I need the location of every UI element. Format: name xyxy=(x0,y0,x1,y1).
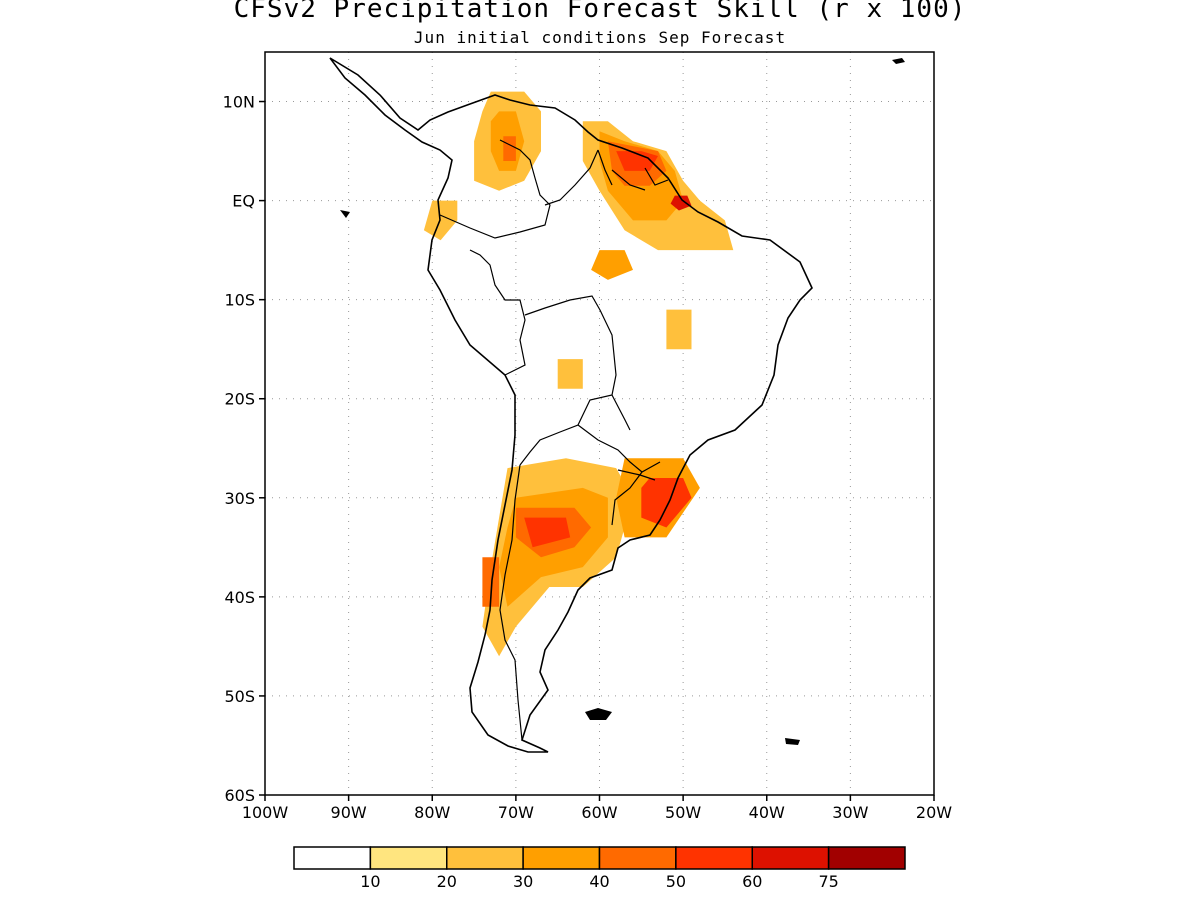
skill-region-central-amazon xyxy=(591,250,633,280)
legend-label: 60 xyxy=(742,872,762,891)
lon-tick-label: 90W xyxy=(331,803,367,822)
legend-swatch xyxy=(369,846,448,870)
legend-swatch xyxy=(827,846,906,870)
legend-swatch xyxy=(522,846,601,870)
lat-lon-grid xyxy=(265,52,934,795)
skill-region-south-chile xyxy=(482,557,500,607)
lat-tick-label: 60S xyxy=(224,786,255,805)
lon-tick-label: 50W xyxy=(665,803,701,822)
lat-tick-label: 40S xyxy=(224,588,255,607)
lon-tick-label: 70W xyxy=(498,803,534,822)
legend-swatch xyxy=(675,846,753,870)
country-borders xyxy=(439,139,669,741)
map-subtitle: Jun initial conditions Sep Forecast xyxy=(413,28,787,47)
lon-tick-label: 30W xyxy=(832,803,868,822)
legend-swatch xyxy=(446,846,524,870)
lon-tick-label: 100W xyxy=(242,803,289,822)
lat-tick-label: 30S xyxy=(224,489,255,508)
skill-region-central-argentina xyxy=(524,517,571,548)
lat-tick-label: 10S xyxy=(224,291,255,310)
legend-swatch xyxy=(293,846,372,870)
legend-label: 50 xyxy=(666,872,686,891)
legend-label: 75 xyxy=(818,872,838,891)
legend-label: 20 xyxy=(437,872,457,891)
lon-tick-label: 60W xyxy=(581,803,617,822)
lon-tick-label: 20W xyxy=(916,803,952,822)
skill-region-northern-colombia-venezuela xyxy=(503,136,516,161)
coastline xyxy=(329,57,905,753)
skill-region-south-brazil-uruguay xyxy=(641,478,692,528)
legend-swatch xyxy=(598,846,677,870)
lat-tick-label: 10N xyxy=(223,93,255,112)
lon-tick-label: 80W xyxy=(414,803,450,822)
skill-region-guianas-amapa xyxy=(616,151,658,171)
skill-region-central-brazil xyxy=(666,309,692,350)
legend-swatch xyxy=(751,846,830,870)
legend-label: 40 xyxy=(589,872,609,891)
lat-tick-label: EQ xyxy=(232,192,255,211)
legend-label: 30 xyxy=(513,872,533,891)
color-legend: 10 20 30 40 50 60 75 xyxy=(293,846,906,891)
map-title: CFSv2 Precipitation Forecast Skill (r x … xyxy=(233,0,967,24)
skill-region-marajo xyxy=(670,195,692,211)
lon-tick-label: 40W xyxy=(749,803,785,822)
skill-shading xyxy=(423,91,734,657)
lat-tick-label: 50S xyxy=(224,687,255,706)
skill-region-bolivia xyxy=(557,359,583,389)
south-america-outline xyxy=(329,57,813,753)
legend-label: 10 xyxy=(360,872,380,891)
lat-tick-label: 20S xyxy=(224,390,255,409)
